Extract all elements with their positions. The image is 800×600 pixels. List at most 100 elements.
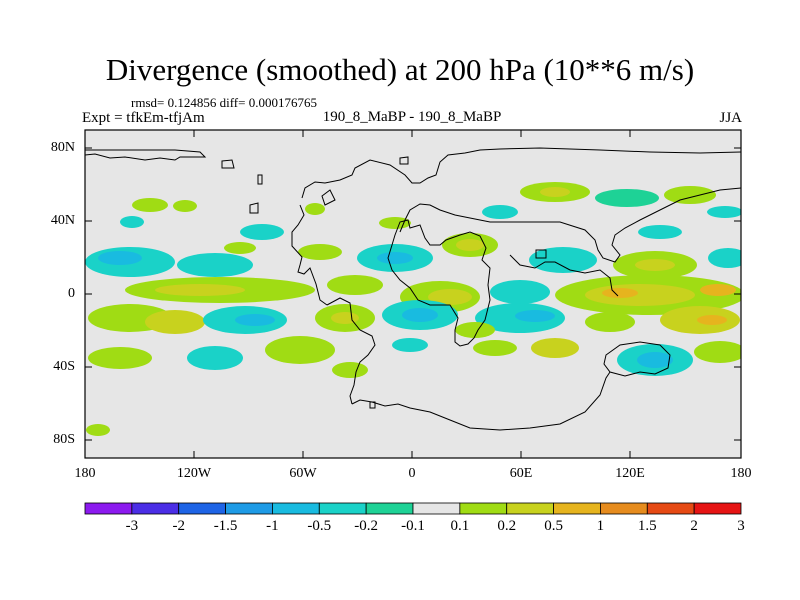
field-blob [235, 314, 275, 326]
colorbar-label: 3 [737, 518, 745, 534]
field-blob [455, 322, 495, 338]
field-blob [177, 253, 253, 277]
coastline [535, 249, 547, 259]
coastline [85, 149, 207, 161]
coastline [369, 401, 376, 409]
field-blob [155, 284, 245, 296]
coastline [257, 174, 263, 185]
colorbar-swatch [272, 502, 320, 515]
y-tick-label: 80S [53, 432, 75, 447]
x-tick-label: 60E [509, 466, 533, 481]
axis-ticks [84, 130, 742, 458]
field-blob [392, 338, 428, 352]
field-blob [327, 275, 383, 295]
coastline [321, 189, 336, 206]
colorbar-label: -0.5 [307, 518, 332, 534]
field-blob [377, 252, 413, 264]
colorbar-label: 1.5 [637, 518, 657, 534]
colorbar-label: -1.5 [213, 518, 238, 534]
field-blob [540, 187, 570, 197]
field-blob [298, 244, 342, 260]
field-blob [585, 284, 695, 306]
x-tick-label: 120W [176, 466, 212, 481]
field-blob [456, 239, 484, 251]
field-blob [602, 288, 638, 298]
colorbar-label: 1 [596, 518, 605, 534]
coastline [387, 219, 491, 347]
coastline [221, 159, 235, 169]
colorbar-swatch [178, 502, 226, 515]
field-blob [265, 336, 335, 364]
field-blob [120, 216, 144, 228]
field-blob [86, 424, 110, 436]
colorbar-swatch [600, 502, 648, 515]
coastline [326, 297, 376, 405]
experiment-label: Expt = tfkEm-tfjAm [82, 110, 205, 126]
colorbar-swatch [84, 502, 133, 515]
field-blob [515, 310, 555, 322]
x-tick-label: 180 [730, 466, 752, 481]
y-tick-label: 0 [68, 286, 75, 301]
field-blob [132, 198, 168, 212]
colorbar-label: 0.5 [544, 518, 563, 534]
colorbar-label: 0.2 [497, 518, 517, 534]
field-blob [638, 225, 682, 239]
colorbar-swatch [365, 502, 414, 515]
field-blob [379, 217, 411, 229]
colorbar-swatch [225, 502, 273, 515]
colorbar-swatch [693, 502, 742, 515]
coastline [603, 341, 671, 377]
colorbar-label: -0.2 [354, 518, 379, 534]
x-tick-label: 0 [408, 466, 416, 481]
field-blob [187, 346, 243, 370]
season-label: JJA [719, 110, 742, 126]
colorbar [84, 502, 742, 515]
stats-text: rmsd= 0.124856 diff= 0.000176765 [131, 95, 317, 110]
field-blob [694, 341, 741, 363]
coastline [399, 187, 741, 263]
field-blob [173, 200, 197, 212]
colorbar-swatch [131, 502, 180, 515]
field-blob [707, 206, 741, 218]
colorbar-swatch [459, 502, 508, 515]
coastline [399, 156, 409, 165]
field-blob [531, 338, 579, 358]
x-tick-label: 60W [289, 466, 317, 481]
colorbar-swatch [553, 502, 601, 515]
field-blob [595, 189, 659, 207]
colorbar-swatch [506, 502, 554, 515]
colorbar-label: -0.1 [401, 518, 425, 534]
colorbar-swatch [646, 502, 695, 515]
field-blob [473, 340, 517, 356]
field-blob [88, 347, 152, 369]
field-blob [635, 259, 675, 271]
field-blob [224, 242, 256, 254]
plot-title: Divergence (smoothed) at 200 hPa (10**6 … [105, 52, 695, 87]
field-blob [700, 284, 736, 296]
x-tick-label: 120E [615, 466, 645, 481]
field-blob [305, 203, 325, 215]
field-blob [708, 248, 741, 268]
field-blob [402, 308, 438, 322]
field-blob [585, 312, 635, 332]
colorbar-label: -1 [266, 518, 279, 534]
field-blob [145, 310, 205, 334]
coastline [351, 371, 611, 431]
field-blob [664, 186, 716, 204]
coastlines [85, 147, 741, 431]
y-tick-label: 80N [50, 140, 75, 155]
y-tick-label: 40S [53, 359, 75, 374]
field-blob [637, 352, 673, 368]
field-blob [529, 247, 597, 273]
coastline [291, 204, 328, 306]
field-blob [490, 280, 550, 304]
x-tick-label: 180 [74, 466, 96, 481]
colorbar-label: 2 [690, 518, 698, 534]
coastline [301, 147, 741, 199]
colorbar-swatch [412, 502, 461, 515]
field-blob [98, 251, 142, 265]
colorbar-label: -2 [172, 518, 185, 534]
field-blob [331, 312, 359, 324]
field-blob [332, 362, 368, 378]
